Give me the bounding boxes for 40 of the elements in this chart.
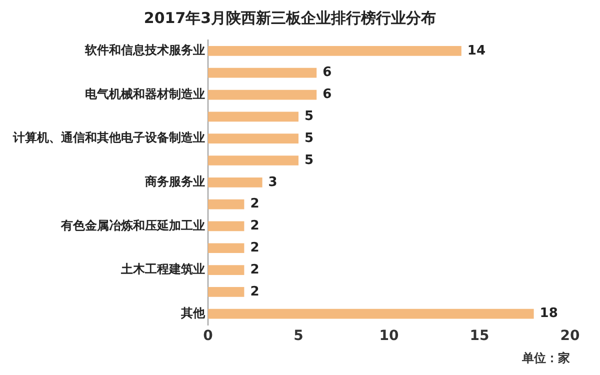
bar — [208, 287, 244, 297]
data-label: 6 — [322, 87, 332, 102]
y-tick-label: 其他 — [180, 306, 206, 320]
bar — [208, 308, 534, 319]
x-tick-label: 5 — [294, 328, 304, 344]
data-label: 2 — [250, 218, 260, 234]
data-label: 3 — [268, 174, 278, 190]
data-label: 5 — [304, 130, 314, 146]
y-tick-label: 有色金属冶炼和压延加工业 — [60, 218, 205, 232]
data-label: 5 — [304, 152, 314, 168]
x-tick-label: 0 — [203, 328, 214, 344]
data-label: 2 — [250, 284, 260, 300]
data-label: 2 — [250, 240, 260, 256]
bar — [208, 177, 262, 188]
chart-title: 2017年3月陕西新三板企业排行榜行业分布 — [144, 8, 436, 27]
y-tick-label: 计算机、通信和其他电子设备制造业 — [12, 130, 205, 145]
x-tick-label: 10 — [379, 328, 399, 344]
data-label: 5 — [304, 109, 314, 124]
x-tick-label: 15 — [470, 328, 490, 344]
y-tick-label: 土木工程建筑业 — [120, 262, 205, 276]
bar — [208, 46, 462, 56]
x-tick-label: 20 — [560, 328, 580, 344]
data-label: 14 — [467, 43, 486, 58]
bar — [208, 134, 298, 144]
x-axis-title: 单位：家 — [521, 350, 570, 365]
bar — [208, 265, 244, 275]
y-tick-label: 软件和信息技术服务业 — [84, 43, 205, 58]
bar — [208, 199, 244, 210]
data-label: 2 — [250, 196, 260, 212]
data-label: 2 — [250, 262, 260, 278]
bar — [208, 68, 317, 78]
bar — [208, 243, 244, 254]
bar — [208, 90, 317, 100]
y-tick-label: 电气机械和器材制造业 — [85, 86, 205, 101]
data-label: 18 — [540, 306, 558, 322]
bar — [208, 156, 298, 166]
bar — [208, 221, 244, 232]
y-tick-label: 商务服务业 — [144, 174, 205, 189]
bar — [208, 112, 298, 122]
data-label: 6 — [322, 65, 332, 80]
